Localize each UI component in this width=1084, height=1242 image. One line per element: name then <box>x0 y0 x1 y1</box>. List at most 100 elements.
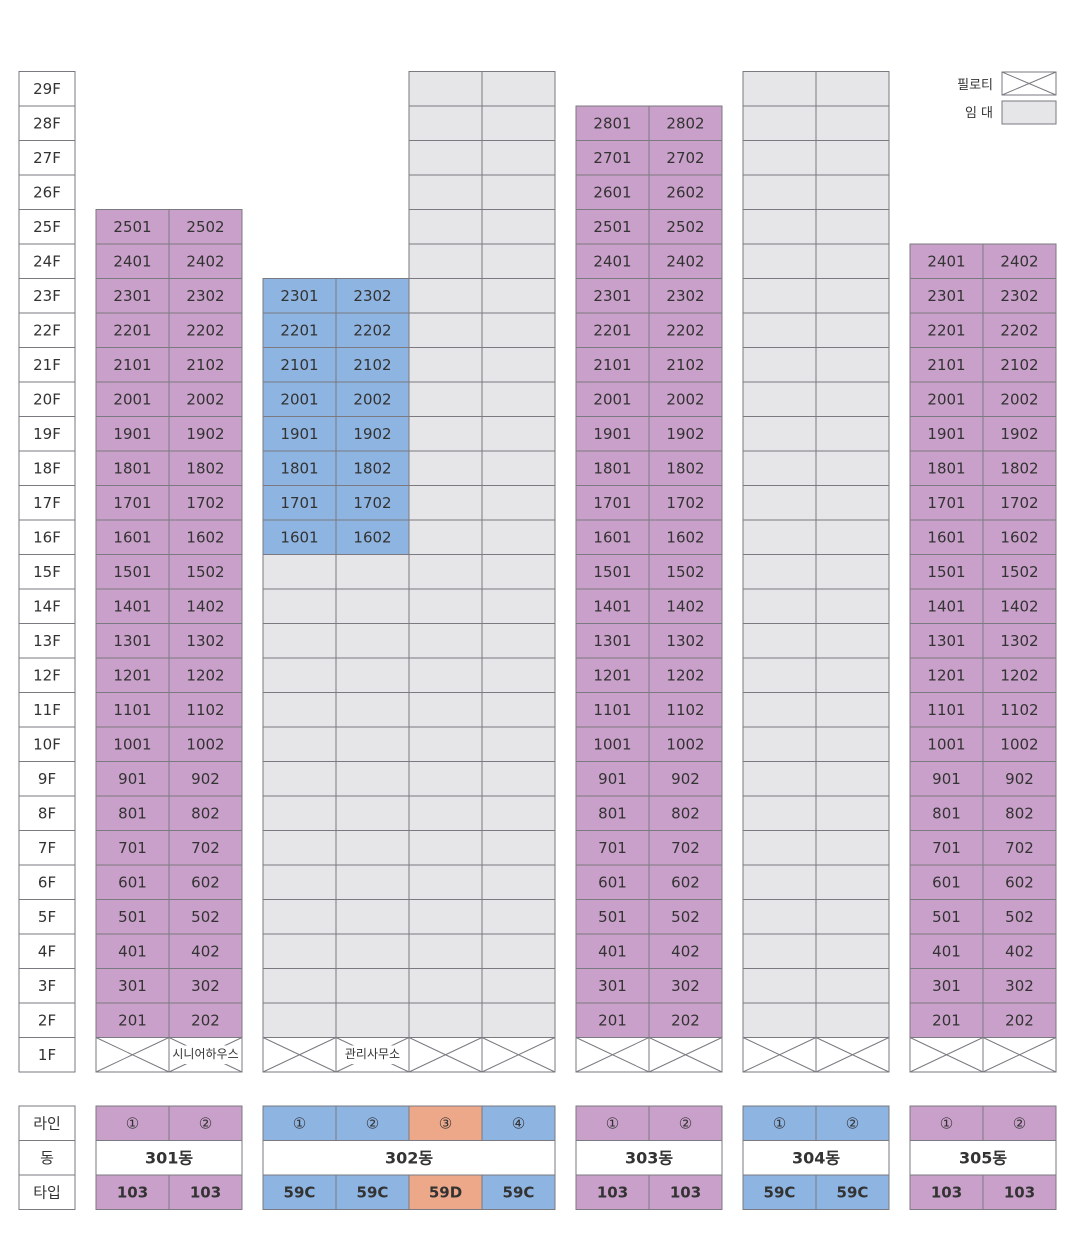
unit-cell <box>648 864 723 900</box>
floor-label: 21F <box>33 356 61 374</box>
unit-number: 1801 <box>927 459 965 477</box>
floor-label: 1F <box>38 1046 56 1064</box>
unit-cell <box>648 588 723 624</box>
unit-number: 402 <box>671 942 700 960</box>
unit-cell <box>575 692 650 728</box>
unit-number: 1402 <box>666 597 704 615</box>
unit-cell <box>575 726 650 762</box>
rental-cell <box>481 657 556 693</box>
unit-grid: 201 301 401 501 601 701 801 901 1001 1101 1201 1301… <box>95 71 1057 1073</box>
unit-cell <box>648 105 723 141</box>
unit-number: 2201 <box>927 321 965 339</box>
line-cell <box>648 1105 723 1141</box>
line-cell <box>335 1105 410 1141</box>
unit-type: 103 <box>1004 1183 1035 1201</box>
unit-cell <box>575 209 650 245</box>
unit-number: 1102 <box>1000 701 1038 719</box>
piloti-cross <box>95 1037 170 1073</box>
rental-cell <box>262 761 337 797</box>
rental-cell <box>481 554 556 590</box>
rental-cell <box>481 795 556 831</box>
floor-label-cell <box>18 209 76 245</box>
floor-label-cell <box>18 485 76 521</box>
unit-number: 401 <box>118 942 147 960</box>
type-cell <box>168 1174 243 1210</box>
unit-number: 1902 <box>1000 425 1038 443</box>
line-number: ① <box>773 1114 786 1132</box>
unit-cell <box>575 864 650 900</box>
rental-cell <box>408 519 483 555</box>
unit-number: 1202 <box>666 666 704 684</box>
unit-number: 1301 <box>927 632 965 650</box>
rental-cell <box>408 726 483 762</box>
rental-cell <box>742 105 817 141</box>
line-number: ② <box>199 1114 212 1132</box>
rental-cell <box>408 933 483 969</box>
unit-cell <box>335 381 410 417</box>
rental-cell <box>262 968 337 1004</box>
rental-cell <box>481 623 556 659</box>
unit-cell <box>648 140 723 176</box>
rental-cell <box>481 899 556 935</box>
rental-cell <box>742 899 817 935</box>
floor-label: 6F <box>38 873 56 891</box>
unit-cell <box>982 692 1057 728</box>
rental-cell <box>335 864 410 900</box>
unit-number: 2601 <box>593 183 631 201</box>
unit-cell <box>909 623 984 659</box>
rental-cell <box>262 933 337 969</box>
unit-number: 1902 <box>666 425 704 443</box>
unit-number: 802 <box>191 804 220 822</box>
rental-cell <box>742 174 817 210</box>
unit-number: 1001 <box>593 735 631 753</box>
rental-cell <box>408 657 483 693</box>
unit-number: 2102 <box>1000 356 1038 374</box>
rental-cell <box>481 381 556 417</box>
floor-label: 19F <box>33 425 61 443</box>
rental-cell <box>742 209 817 245</box>
rental-cell <box>742 795 817 831</box>
unit-number: 2002 <box>353 390 391 408</box>
legend-piloti-label: 필로티 <box>957 78 993 93</box>
rental-cell <box>262 726 337 762</box>
unit-cell <box>982 278 1057 314</box>
piloti-cross <box>648 1037 723 1073</box>
rental-cell <box>408 692 483 728</box>
unit-number: 1302 <box>186 632 224 650</box>
unit-cell <box>575 968 650 1004</box>
floor-label: 13F <box>33 632 61 650</box>
unit-cell <box>648 243 723 279</box>
rental-cell <box>742 347 817 383</box>
unit-cell <box>648 692 723 728</box>
piloti-cross <box>408 1037 483 1073</box>
unit-number: 501 <box>932 908 961 926</box>
rental-cell <box>481 450 556 486</box>
rental-cell <box>262 1002 337 1038</box>
unit-cell <box>95 623 170 659</box>
unit-cell <box>575 485 650 521</box>
rental-cell <box>742 140 817 176</box>
floor-label-cell <box>18 726 76 762</box>
unit-number: 2202 <box>186 321 224 339</box>
unit-cell <box>95 209 170 245</box>
rental-cell <box>742 71 817 107</box>
rental-cell <box>742 830 817 866</box>
rental-cell <box>335 761 410 797</box>
unit-cell <box>262 381 337 417</box>
unit-type: 59C <box>503 1183 535 1201</box>
unit-number: 2001 <box>927 390 965 408</box>
footer-label: 동 <box>40 1149 54 1167</box>
unit-number: 2202 <box>1000 321 1038 339</box>
rental-cell <box>481 1002 556 1038</box>
unit-cell <box>648 416 723 452</box>
unit-number: 1001 <box>927 735 965 753</box>
rental-cell <box>335 588 410 624</box>
unit-type: 59C <box>357 1183 389 1201</box>
unit-number: 402 <box>191 942 220 960</box>
rental-cell <box>481 968 556 1004</box>
unit-cell <box>982 899 1057 935</box>
rental-cell <box>262 899 337 935</box>
rental-cell <box>815 278 890 314</box>
piloti-label: 관리사무소 <box>345 1047 400 1061</box>
rental-cell <box>742 519 817 555</box>
